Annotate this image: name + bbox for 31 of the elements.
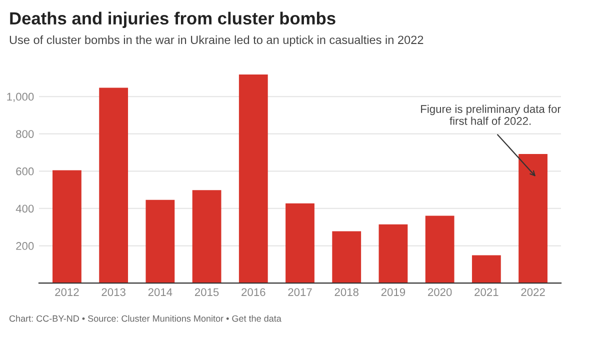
bar xyxy=(332,231,362,284)
x-tick-label: 2022 xyxy=(521,288,545,296)
bar xyxy=(146,200,175,284)
x-tick-label: 2013 xyxy=(102,288,126,296)
x-tick-label: 2017 xyxy=(288,288,312,296)
annotation: Figure is preliminary data for first half of 2022. xyxy=(421,104,561,125)
bar xyxy=(425,216,454,284)
x-tick-label: 2021 xyxy=(474,288,498,296)
x-tick-label: 2015 xyxy=(194,288,219,296)
y-tick-label: 400 xyxy=(16,204,34,213)
x-tick-label: 2012 xyxy=(55,288,79,296)
y-tick-label: 800 xyxy=(16,130,34,138)
x-tick-label: 2019 xyxy=(381,288,406,296)
x-tick-label: 2014 xyxy=(148,288,172,296)
x-tick-label: 2018 xyxy=(334,288,358,296)
y-tick-label: 1,000 xyxy=(7,92,34,102)
chart-subtitle: Use of cluster bombs in the war in Ukraine led to an uptick in casualties in 2022 xyxy=(10,35,424,46)
bar xyxy=(99,88,128,284)
y-tick-label: 600 xyxy=(16,167,34,176)
y-tick-label: 200 xyxy=(16,242,34,250)
bar xyxy=(378,224,408,284)
chart-title: Deaths and injuries from cluster bombs xyxy=(10,12,336,28)
bar xyxy=(238,74,268,284)
bar xyxy=(192,190,222,284)
x-tick-label: 2016 xyxy=(242,288,266,296)
bar xyxy=(518,154,548,284)
text: Chart: CC-BY-ND • Source: Cluster Munitions Monitor • Get the data xyxy=(9,315,282,322)
bar xyxy=(52,170,82,284)
bar xyxy=(286,203,314,284)
x-tick-label: 2020 xyxy=(428,288,452,296)
bar xyxy=(472,255,501,284)
